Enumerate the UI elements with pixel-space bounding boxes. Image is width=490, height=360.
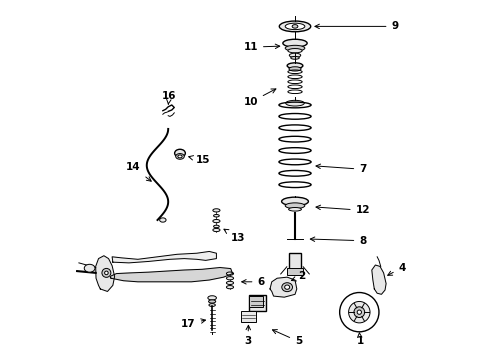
Ellipse shape <box>213 220 220 223</box>
Polygon shape <box>372 265 386 294</box>
Text: 16: 16 <box>162 91 176 104</box>
Ellipse shape <box>357 310 362 314</box>
Ellipse shape <box>84 264 95 272</box>
Ellipse shape <box>289 67 301 71</box>
Ellipse shape <box>285 45 305 51</box>
Text: 7: 7 <box>316 164 367 174</box>
Ellipse shape <box>285 23 305 30</box>
Ellipse shape <box>348 301 370 323</box>
Text: 2: 2 <box>292 271 306 282</box>
Ellipse shape <box>209 303 215 306</box>
Bar <box>249 296 263 307</box>
Ellipse shape <box>178 155 182 158</box>
Text: 14: 14 <box>126 162 151 181</box>
Ellipse shape <box>213 209 220 212</box>
Polygon shape <box>96 256 115 292</box>
Ellipse shape <box>286 100 304 106</box>
Text: 5: 5 <box>272 330 302 346</box>
Text: 17: 17 <box>181 319 205 329</box>
Ellipse shape <box>285 203 305 208</box>
Ellipse shape <box>285 285 290 289</box>
Ellipse shape <box>174 149 185 157</box>
Text: 3: 3 <box>244 325 251 346</box>
Text: 4: 4 <box>388 262 406 275</box>
Ellipse shape <box>226 281 234 284</box>
Ellipse shape <box>289 207 301 211</box>
Bar <box>242 311 256 322</box>
Ellipse shape <box>213 228 220 231</box>
Ellipse shape <box>289 53 301 58</box>
Ellipse shape <box>176 154 184 159</box>
Ellipse shape <box>209 300 216 303</box>
Text: 15: 15 <box>189 156 210 165</box>
Text: 11: 11 <box>244 42 280 52</box>
Polygon shape <box>112 251 217 263</box>
Text: 10: 10 <box>244 89 276 107</box>
Text: 1: 1 <box>356 333 364 346</box>
Ellipse shape <box>282 283 293 292</box>
Ellipse shape <box>226 285 234 289</box>
Text: 13: 13 <box>224 229 245 243</box>
Text: 12: 12 <box>316 205 370 215</box>
Bar <box>287 267 303 275</box>
Ellipse shape <box>279 21 311 32</box>
Ellipse shape <box>354 307 365 318</box>
Bar <box>289 253 301 273</box>
Ellipse shape <box>214 225 220 228</box>
Ellipse shape <box>282 197 308 206</box>
Ellipse shape <box>292 24 298 28</box>
Ellipse shape <box>283 39 307 47</box>
Text: 8: 8 <box>310 236 367 246</box>
Ellipse shape <box>340 293 379 332</box>
Ellipse shape <box>226 272 234 275</box>
Text: 6: 6 <box>242 277 265 287</box>
Ellipse shape <box>291 57 299 59</box>
Text: 9: 9 <box>315 21 398 31</box>
Ellipse shape <box>160 218 166 222</box>
Ellipse shape <box>226 276 234 280</box>
Bar <box>248 295 267 311</box>
Ellipse shape <box>208 296 217 300</box>
Ellipse shape <box>288 49 302 53</box>
Ellipse shape <box>104 271 108 275</box>
Ellipse shape <box>102 269 111 277</box>
Polygon shape <box>270 277 297 297</box>
Ellipse shape <box>287 63 303 68</box>
Polygon shape <box>110 267 232 282</box>
Ellipse shape <box>214 215 220 217</box>
